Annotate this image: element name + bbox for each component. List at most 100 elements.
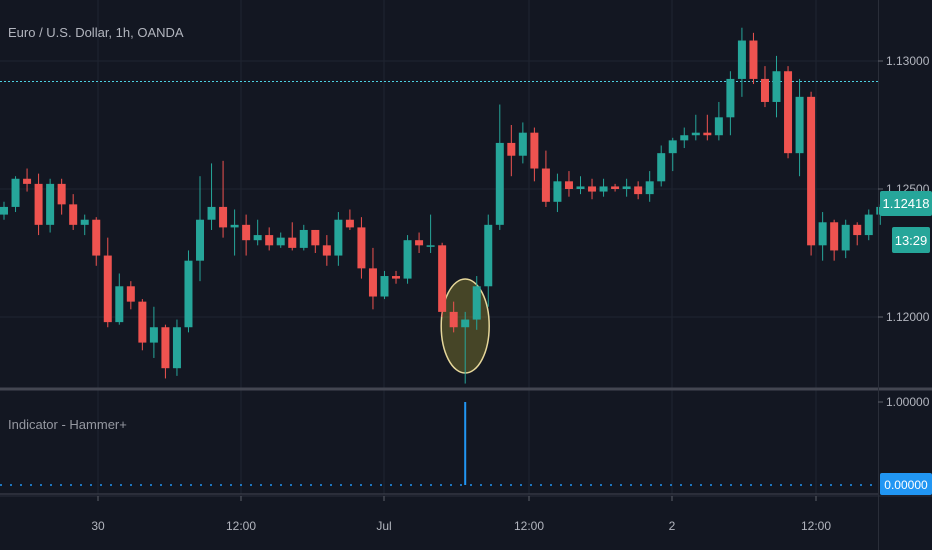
candle[interactable]: [795, 78, 804, 177]
candle-body: [276, 237, 285, 246]
candle[interactable]: [841, 219, 850, 259]
candle[interactable]: [265, 227, 274, 251]
candle[interactable]: [357, 217, 366, 279]
chart-title[interactable]: Euro / U.S. Dollar, 1h, OANDA: [8, 25, 184, 40]
last-price-tag: 1.12418: [880, 191, 932, 216]
candle[interactable]: [0, 201, 8, 220]
time-tick-label: 12:00: [514, 519, 544, 533]
candle[interactable]: [668, 137, 677, 172]
candle[interactable]: [288, 222, 297, 251]
candle[interactable]: [576, 176, 585, 195]
candle[interactable]: [322, 235, 331, 266]
candle[interactable]: [830, 219, 839, 261]
candle[interactable]: [564, 171, 573, 197]
candle[interactable]: [818, 212, 827, 261]
candle[interactable]: [449, 301, 458, 333]
candle-body: [749, 40, 758, 79]
candle[interactable]: [749, 32, 758, 85]
candle-body: [830, 222, 839, 251]
candle[interactable]: [46, 178, 55, 233]
candle-body: [115, 286, 124, 323]
candle[interactable]: [299, 224, 308, 251]
candle-body: [172, 327, 181, 369]
candle[interactable]: [472, 276, 481, 330]
candle[interactable]: [392, 270, 401, 284]
candle[interactable]: [426, 214, 435, 253]
candle[interactable]: [541, 150, 550, 207]
candle[interactable]: [184, 250, 193, 333]
candle[interactable]: [703, 114, 712, 141]
candle[interactable]: [149, 306, 158, 358]
candle-body: [311, 229, 320, 246]
candle[interactable]: [853, 222, 862, 246]
candle[interactable]: [92, 217, 101, 266]
candle-body: [46, 183, 55, 225]
candle[interactable]: [622, 178, 631, 197]
candle-body: [784, 71, 793, 154]
candle[interactable]: [784, 66, 793, 159]
candle[interactable]: [611, 183, 620, 192]
candle[interactable]: [645, 171, 654, 202]
candle[interactable]: [368, 247, 377, 310]
candle[interactable]: [588, 178, 597, 200]
candle[interactable]: [126, 281, 135, 310]
candle[interactable]: [484, 214, 493, 307]
candle[interactable]: [57, 178, 66, 215]
candle[interactable]: [196, 176, 205, 282]
candle[interactable]: [115, 273, 124, 325]
candle[interactable]: [657, 145, 666, 187]
candle[interactable]: [760, 66, 769, 108]
candle[interactable]: [230, 209, 239, 256]
candle[interactable]: [34, 173, 43, 236]
candle[interactable]: [415, 232, 424, 253]
candle[interactable]: [403, 235, 412, 284]
candle[interactable]: [553, 173, 562, 213]
candle[interactable]: [680, 127, 689, 149]
candle[interactable]: [599, 178, 608, 197]
candle-body: [645, 181, 654, 195]
candle[interactable]: [691, 114, 700, 141]
candle-body: [726, 78, 735, 118]
candle[interactable]: [242, 214, 251, 256]
candle[interactable]: [253, 219, 262, 246]
candle[interactable]: [161, 324, 170, 379]
candle[interactable]: [11, 176, 20, 213]
time-axis[interactable]: 30 12:00 Jul 12:00 2 12:00: [91, 496, 831, 533]
candle[interactable]: [219, 160, 228, 238]
candle[interactable]: [172, 319, 181, 376]
candle[interactable]: [518, 122, 527, 164]
candle[interactable]: [807, 91, 816, 256]
candle-body: [588, 186, 597, 192]
candle[interactable]: [726, 71, 735, 136]
indicator-title[interactable]: Indicator - Hammer+: [8, 417, 127, 432]
candle[interactable]: [530, 127, 539, 182]
candle[interactable]: [23, 168, 32, 192]
candle-body: [288, 237, 297, 248]
candle[interactable]: [634, 181, 643, 200]
candle[interactable]: [772, 55, 781, 118]
candle[interactable]: [737, 27, 746, 97]
candle[interactable]: [276, 232, 285, 248]
candle[interactable]: [334, 212, 343, 266]
candle[interactable]: [69, 194, 78, 230]
indicator-axis[interactable]: 1.00000: [878, 395, 930, 409]
candle[interactable]: [864, 209, 873, 241]
candle[interactable]: [345, 209, 354, 230]
candle[interactable]: [138, 299, 147, 351]
time-tick-label: 12:00: [801, 519, 831, 533]
candle-body: [103, 255, 112, 323]
candle-body: [299, 229, 308, 248]
candle[interactable]: [495, 104, 504, 230]
candle[interactable]: [207, 163, 216, 230]
candle[interactable]: [380, 270, 389, 300]
candle[interactable]: [311, 229, 320, 253]
candle-body: [622, 186, 631, 189]
candle[interactable]: [103, 237, 112, 328]
candle[interactable]: [80, 214, 89, 236]
candle[interactable]: [461, 311, 470, 384]
candle[interactable]: [438, 242, 447, 317]
candle[interactable]: [507, 125, 516, 177]
candle[interactable]: [714, 101, 723, 141]
